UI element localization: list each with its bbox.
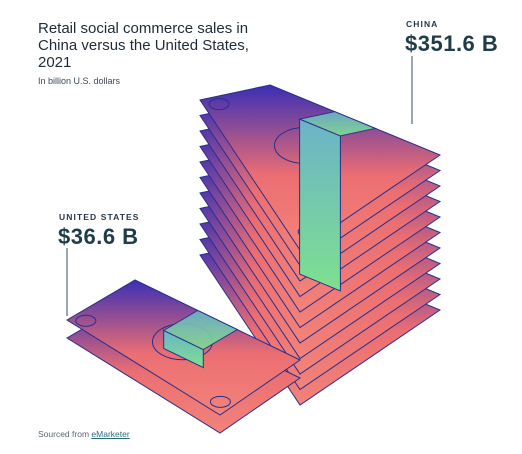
us-category-label: UNITED STATES xyxy=(59,212,140,222)
us-bill-stack xyxy=(66,279,301,434)
source-prefix: Sourced from xyxy=(38,429,90,439)
cn-bill-corner-mark xyxy=(208,98,230,111)
us-value-label: $36.6 B xyxy=(58,224,139,249)
china-category-label: CHINA xyxy=(406,19,439,29)
cn-band-top xyxy=(297,111,378,137)
china-value-label: $351.6 B xyxy=(405,31,499,56)
chart-subtitle: In billion U.S. dollars xyxy=(38,76,121,86)
source-note: Sourced from eMarketer xyxy=(38,429,130,439)
cn-band-front xyxy=(299,118,341,292)
us-bill-corner-mark xyxy=(209,395,231,408)
china-bill-stack xyxy=(199,84,442,406)
us-bill-corner-mark xyxy=(75,314,97,327)
us-band-top xyxy=(162,309,239,351)
source-link[interactable]: eMarketer xyxy=(91,429,130,439)
chart-title: Retail social commerce sales in China ve… xyxy=(38,20,249,71)
